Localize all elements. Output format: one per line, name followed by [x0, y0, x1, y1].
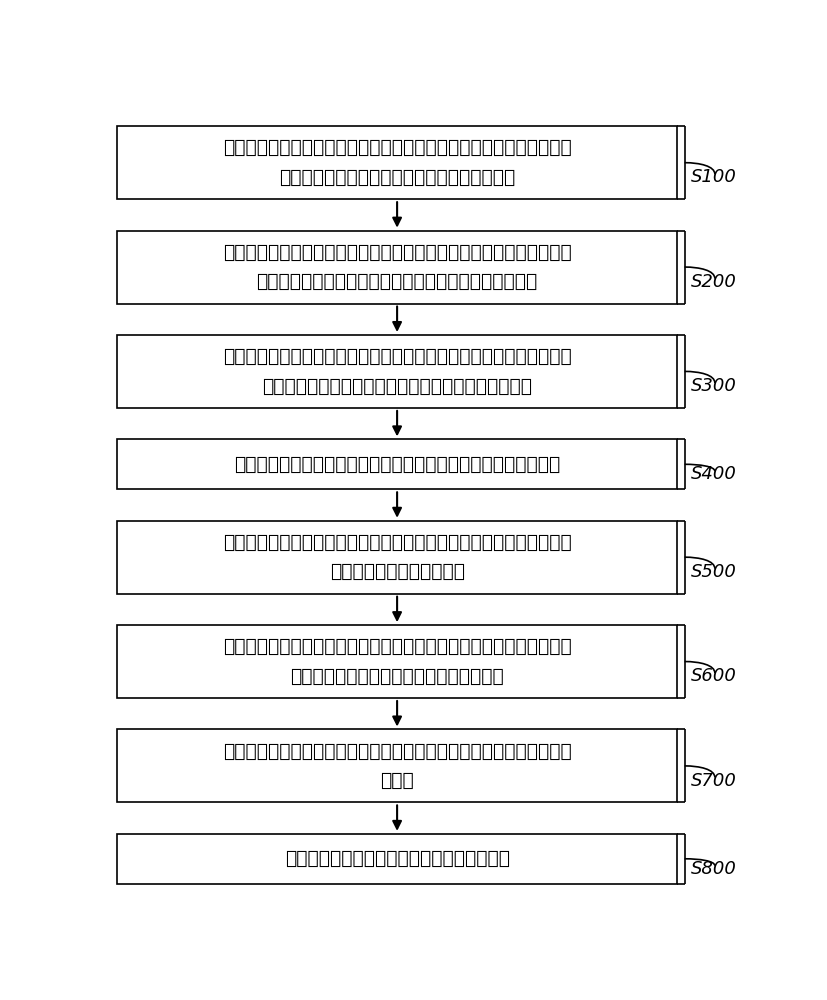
Text: S400: S400: [691, 465, 737, 483]
Text: 通过与第一试剂管连接的第一活塞拉出，以及与加样孔连通的第二试剂
管内设置的第二活塞推入，将生成物沿着管路推入纯化仓: 通过与第一试剂管连接的第一活塞拉出，以及与加样孔连通的第二试剂 管内设置的第二活…: [222, 243, 571, 291]
Bar: [117, 335, 676, 408]
Text: S800: S800: [691, 860, 737, 878]
Bar: [117, 439, 676, 489]
Text: 对所述扩增仓内进行温度控制，实现扩增反应: 对所述扩增仓内进行温度控制，实现扩增反应: [284, 849, 509, 868]
Text: S300: S300: [691, 377, 737, 395]
Text: 通过加样孔向管路层注入样品，通过第一试剂管向管路层注入裂解液，
样品和裂解液在管路层内混合反应，形成生成物: 通过加样孔向管路层注入样品，通过第一试剂管向管路层注入裂解液， 样品和裂解液在管…: [222, 138, 571, 187]
Bar: [117, 126, 676, 199]
Text: S700: S700: [691, 772, 737, 790]
Text: 将第三试剂管内的清洗液在第三活塞的推动下，推入纯化仓，对纯化仓
内的磁珠进行至少一次清洗: 将第三试剂管内的清洗液在第三活塞的推动下，推入纯化仓，对纯化仓 内的磁珠进行至少…: [222, 533, 571, 581]
Bar: [117, 834, 676, 884]
Bar: [117, 625, 676, 698]
Bar: [117, 231, 676, 304]
Text: S600: S600: [691, 667, 737, 685]
Text: S500: S500: [691, 563, 737, 581]
Text: S100: S100: [691, 168, 737, 186]
Text: 将第四试剂管内的洗脱液在第四活塞的推动下，推入纯化仓，将磁珠上
的所吸附的核酸物质洗脱，使其与磁珠分离: 将第四试剂管内的洗脱液在第四活塞的推动下，推入纯化仓，将磁珠上 的所吸附的核酸物…: [222, 637, 571, 686]
Text: 启动超声单元，超声单元设置在纯化仓的下方，超声单元将纯化仓内的
磁珠打散，使得生成物中的核酸物质吸附在磁珠的表面: 启动超声单元，超声单元设置在纯化仓的下方，超声单元将纯化仓内的 磁珠打散，使得生…: [222, 347, 571, 396]
Text: S200: S200: [691, 273, 737, 291]
Text: 启动磁吸单元，将磁吸单元内的磁铁推至纯化仓的下方，吸住磁珠: 启动磁吸单元，将磁吸单元内的磁铁推至纯化仓的下方，吸住磁珠: [234, 455, 560, 474]
Text: 通过第二试剂管连接的第二活塞推入，将洗脱后的核酸推入管路层内的
扩增仓: 通过第二试剂管连接的第二活塞推入，将洗脱后的核酸推入管路层内的 扩增仓: [222, 742, 571, 790]
Bar: [117, 729, 676, 802]
Bar: [117, 521, 676, 594]
